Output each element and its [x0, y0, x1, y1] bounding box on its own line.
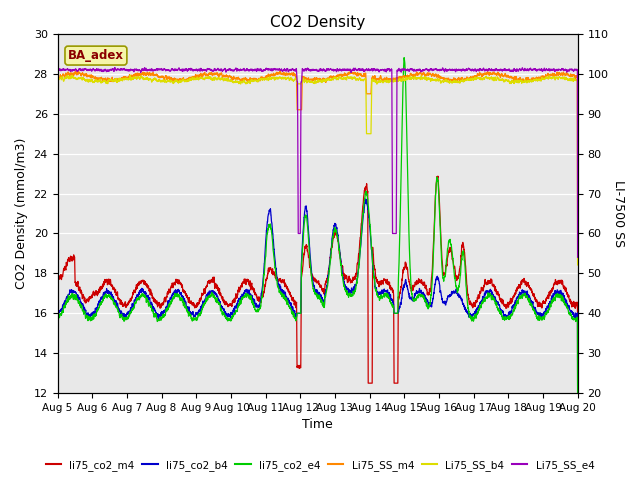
Y-axis label: LI-7500 SS: LI-7500 SS: [612, 180, 625, 247]
Title: CO2 Density: CO2 Density: [270, 15, 365, 30]
X-axis label: Time: Time: [302, 419, 333, 432]
Text: BA_adex: BA_adex: [68, 49, 124, 62]
Y-axis label: CO2 Density (mmol/m3): CO2 Density (mmol/m3): [15, 138, 28, 289]
Legend: li75_co2_m4, li75_co2_b4, li75_co2_e4, Li75_SS_m4, Li75_SS_b4, Li75_SS_e4: li75_co2_m4, li75_co2_b4, li75_co2_e4, L…: [42, 456, 598, 475]
